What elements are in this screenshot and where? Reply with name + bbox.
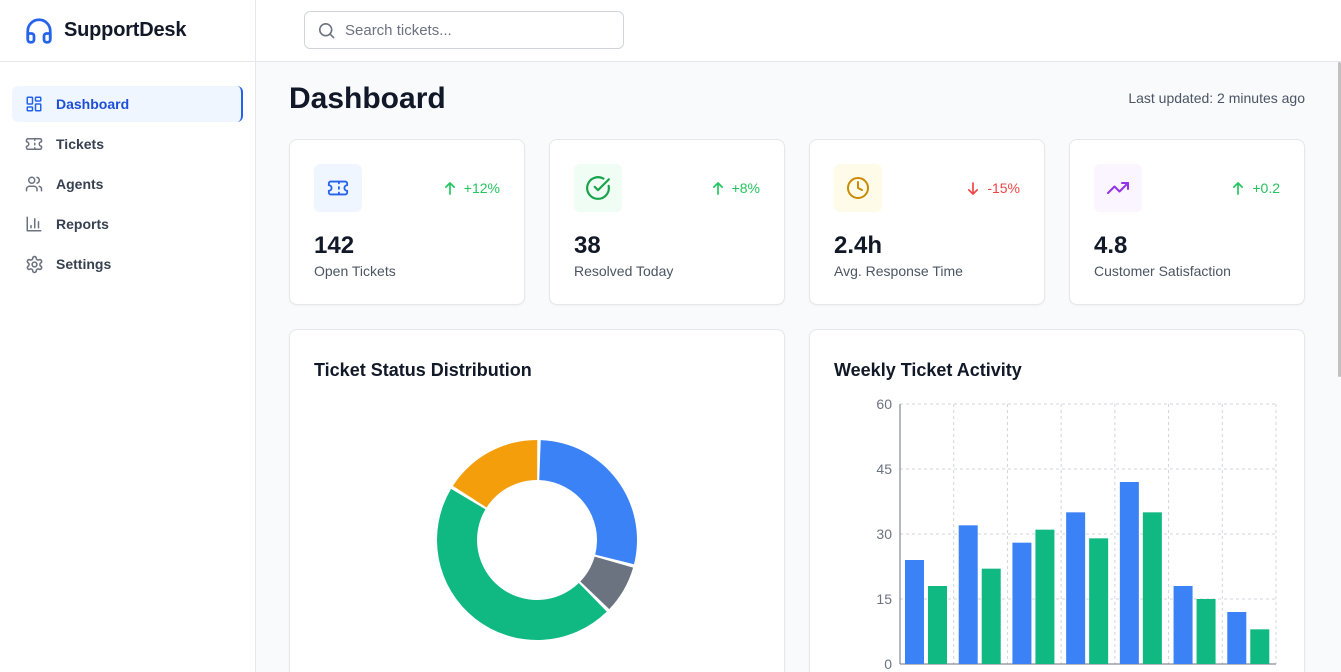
x-tick-label: Fri	[1134, 669, 1150, 672]
stat-label: Customer Satisfaction	[1094, 263, 1231, 279]
stat-change: -15%	[967, 180, 1020, 196]
bar-tue-series-1[interactable]	[981, 568, 1001, 664]
stat-card-open-tickets: +12% 142 Open Tickets	[289, 139, 525, 305]
stat-change: +0.2	[1232, 180, 1280, 196]
donut-slice-1[interactable]	[580, 556, 634, 610]
sidebar-nav: Dashboard Tickets Agents	[0, 62, 255, 282]
x-tick-label: Tue	[969, 669, 993, 672]
sidebar-item-label: Settings	[56, 256, 112, 272]
donut-chart	[437, 440, 637, 640]
sidebar-item-label: Reports	[56, 216, 109, 232]
stat-icon-box	[834, 164, 882, 212]
gear-icon	[24, 254, 44, 274]
weekly-activity-panel: Weekly Ticket Activity 0 15 30 45 60 Mon Tue We…	[809, 329, 1305, 672]
top-header	[256, 0, 1341, 62]
x-tick-label: Sat	[1185, 669, 1206, 672]
ticket-icon	[24, 134, 44, 154]
sidebar-item-dashboard[interactable]: Dashboard	[12, 86, 243, 122]
stat-change: +8%	[712, 180, 760, 196]
y-tick-label: 15	[876, 591, 892, 607]
sidebar-item-tickets[interactable]: Tickets	[12, 126, 243, 162]
stat-card-resolved-today: +8% 38 Resolved Today	[549, 139, 785, 305]
y-tick-label: 30	[876, 526, 892, 542]
bar-fri-series-1[interactable]	[1142, 512, 1162, 664]
bar-fri-series-0[interactable]	[1119, 482, 1139, 664]
sidebar-item-agents[interactable]: Agents	[12, 166, 243, 202]
bar-sun-series-0[interactable]	[1227, 612, 1247, 664]
ticket-status-panel: Ticket Status Distribution	[289, 329, 785, 672]
y-tick-label: 0	[884, 656, 892, 672]
donut-slice-0[interactable]	[539, 440, 637, 565]
bar-mon-series-0[interactable]	[905, 560, 924, 664]
arrow-up-icon	[444, 181, 455, 195]
sidebar-item-settings[interactable]: Settings	[12, 246, 243, 282]
bar-mon-series-1[interactable]	[928, 586, 947, 664]
last-updated-text: Last updated: 2 minutes ago	[1128, 90, 1305, 106]
stat-value: 2.4h	[834, 232, 883, 259]
bar-wed-series-0[interactable]	[1012, 542, 1032, 664]
bar-chart: 0 15 30 45 60 Mon Tue Wed Thu Fri Sat Sun	[876, 396, 1277, 672]
bar-sun-series-1[interactable]	[1250, 629, 1270, 664]
brand-name: SupportDesk	[64, 19, 187, 41]
x-tick-label: Sun	[1237, 669, 1262, 672]
stat-value: 4.8	[1094, 232, 1128, 259]
clock-icon	[847, 177, 869, 199]
page-title: Dashboard	[289, 82, 446, 115]
stat-card-avg-response-time: -15% 2.4h Avg. Response Time	[809, 139, 1045, 305]
arrow-down-icon	[968, 181, 979, 195]
panel-title: Weekly Ticket Activity	[834, 360, 1022, 380]
stat-change: +12%	[444, 180, 500, 196]
scrollbar[interactable]	[1338, 62, 1341, 377]
arrow-up-icon	[712, 181, 723, 195]
search-box[interactable]	[304, 11, 624, 49]
search-icon	[318, 22, 335, 38]
bar-thu-series-1[interactable]	[1089, 538, 1109, 664]
y-tick-label: 45	[876, 461, 892, 477]
sidebar-item-label: Tickets	[56, 136, 104, 152]
brand[interactable]: SupportDesk	[0, 0, 255, 62]
donut-slice-2[interactable]	[437, 488, 607, 640]
sidebar: SupportDesk Dashboard Tickets	[0, 0, 256, 672]
bar-wed-series-1[interactable]	[1035, 529, 1055, 664]
x-tick-label: Mon	[913, 669, 940, 672]
arrow-up-icon	[1233, 181, 1244, 195]
bar-tue-series-0[interactable]	[958, 525, 978, 664]
stat-card-customer-satisfaction: +0.2 4.8 Customer Satisfaction	[1069, 139, 1305, 305]
sidebar-item-reports[interactable]: Reports	[12, 206, 243, 242]
donut-slice-3[interactable]	[452, 440, 538, 508]
bar-chart-icon	[24, 214, 44, 234]
headset-icon	[26, 17, 52, 44]
stat-value: 142	[314, 232, 355, 259]
panel-title: Ticket Status Distribution	[314, 360, 532, 380]
stat-label: Avg. Response Time	[834, 263, 963, 279]
dashboard-icon	[24, 94, 44, 114]
trending-up-icon	[1107, 182, 1129, 194]
stat-icon-box	[574, 164, 622, 212]
sidebar-item-label: Agents	[56, 176, 104, 192]
stat-value: 38	[574, 232, 601, 259]
x-tick-label: Wed	[1020, 669, 1049, 672]
search-input[interactable]	[345, 21, 605, 39]
bar-thu-series-0[interactable]	[1066, 512, 1086, 664]
check-circle-icon	[586, 176, 610, 200]
sidebar-item-label: Dashboard	[56, 96, 130, 112]
bar-sat-series-1[interactable]	[1196, 599, 1216, 664]
x-tick-label: Thu	[1076, 669, 1100, 672]
users-icon	[24, 174, 44, 194]
stat-label: Open Tickets	[314, 263, 396, 279]
stat-icon-box	[314, 164, 362, 212]
bar-sat-series-0[interactable]	[1173, 586, 1193, 664]
stat-icon-box	[1094, 164, 1142, 212]
ticket-icon	[327, 180, 349, 196]
stat-label: Resolved Today	[574, 263, 674, 279]
y-tick-label: 60	[876, 396, 892, 412]
